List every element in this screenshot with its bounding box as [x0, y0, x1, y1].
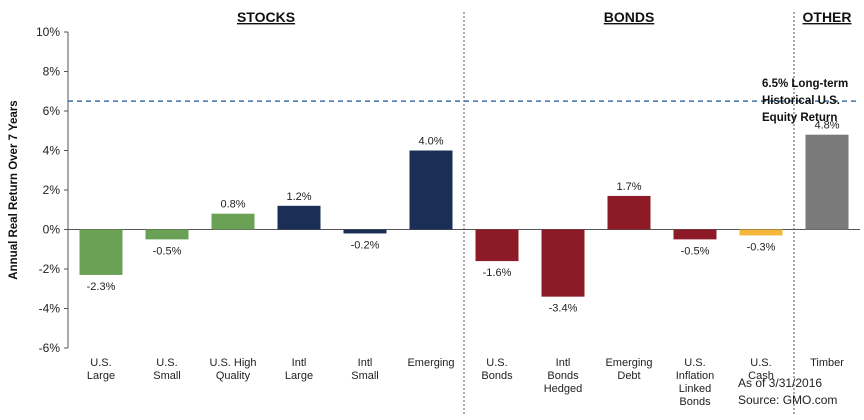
x-tick-label: U.S. Bonds: [481, 357, 513, 382]
y-tick-label: 6%: [43, 104, 61, 118]
data-label: 1.2%: [286, 191, 311, 203]
y-tick-label: -2%: [39, 262, 61, 276]
bar: [805, 134, 849, 230]
y-tick-label: -6%: [39, 341, 61, 355]
y-tick-label: -4%: [39, 302, 61, 316]
data-label: -1.6%: [483, 267, 512, 279]
data-label: 4.0%: [418, 136, 443, 148]
data-label: -0.2%: [351, 239, 380, 251]
y-tick-label: 8%: [43, 65, 61, 79]
bar: [607, 195, 651, 230]
bar: [409, 150, 453, 230]
bar: [79, 229, 123, 275]
x-tick-label: U.S. Small: [153, 357, 181, 382]
x-tick-label: U.S. Large: [87, 357, 115, 382]
bars: [79, 134, 849, 297]
y-tick-label: 4%: [43, 144, 61, 158]
bar: [343, 229, 387, 234]
data-labels: -2.3% -0.5% 0.8% 1.2% -0.2% 4.0% -1.6% -3.4% 1.7…: [87, 120, 840, 315]
x-tick-label: Intl Large: [285, 357, 313, 382]
group-header: STOCKS: [237, 9, 295, 25]
x-tick-label: Timber: [810, 357, 844, 369]
data-label: -3.4%: [549, 303, 578, 315]
group-separators: [463, 12, 795, 416]
category-labels: U.S. Large U.S. Small U.S. High Quality Intl La…: [87, 357, 844, 408]
data-label: 0.8%: [220, 199, 245, 211]
y-tick-label: 10%: [36, 25, 60, 39]
y-tick-label: 0%: [43, 223, 61, 237]
source-note: Source: GMO.com: [738, 393, 837, 407]
bar: [211, 213, 255, 230]
y-axis: -6% -4% -2% 0% 2% 4% 6% 8% 10%: [36, 25, 860, 355]
bar: [541, 229, 585, 297]
reference-line-group: 6.5% Long-term Historical U.S. Equity Retu…: [68, 78, 860, 124]
x-tick-label: Intl Small: [351, 357, 379, 382]
x-tick-label: U.S. Cash: [748, 357, 774, 382]
group-header: BONDS: [604, 9, 655, 25]
x-tick-label: U.S. High Quality: [209, 357, 256, 382]
group-headers: STOCKS BONDS OTHER: [237, 9, 852, 25]
data-label: 4.8%: [814, 120, 839, 132]
group-header: OTHER: [803, 9, 852, 25]
as-of-date: As of 3/31/2016: [738, 376, 822, 390]
reference-line-label: 6.5% Long-term Historical U.S. Equity Retu…: [762, 78, 848, 124]
y-tick-label: 2%: [43, 183, 61, 197]
x-tick-label: U.S. Inflation Linked Bonds: [676, 357, 715, 408]
data-label: -0.3%: [747, 241, 776, 253]
data-label: -0.5%: [153, 245, 182, 257]
bar: [145, 229, 189, 240]
bar: [277, 205, 321, 230]
x-tick-label: Emerging Debt: [605, 357, 652, 382]
bar: [673, 229, 717, 240]
data-label: 1.7%: [616, 181, 641, 193]
x-tick-label: Emerging: [407, 357, 454, 369]
data-label: -2.3%: [87, 281, 116, 293]
bar: [475, 229, 519, 262]
bar: [739, 229, 783, 236]
x-tick-label: Intl Bonds Hedged: [544, 357, 583, 395]
data-label: -0.5%: [681, 245, 710, 257]
y-axis-title: Annual Real Return Over 7 Years: [8, 100, 20, 279]
